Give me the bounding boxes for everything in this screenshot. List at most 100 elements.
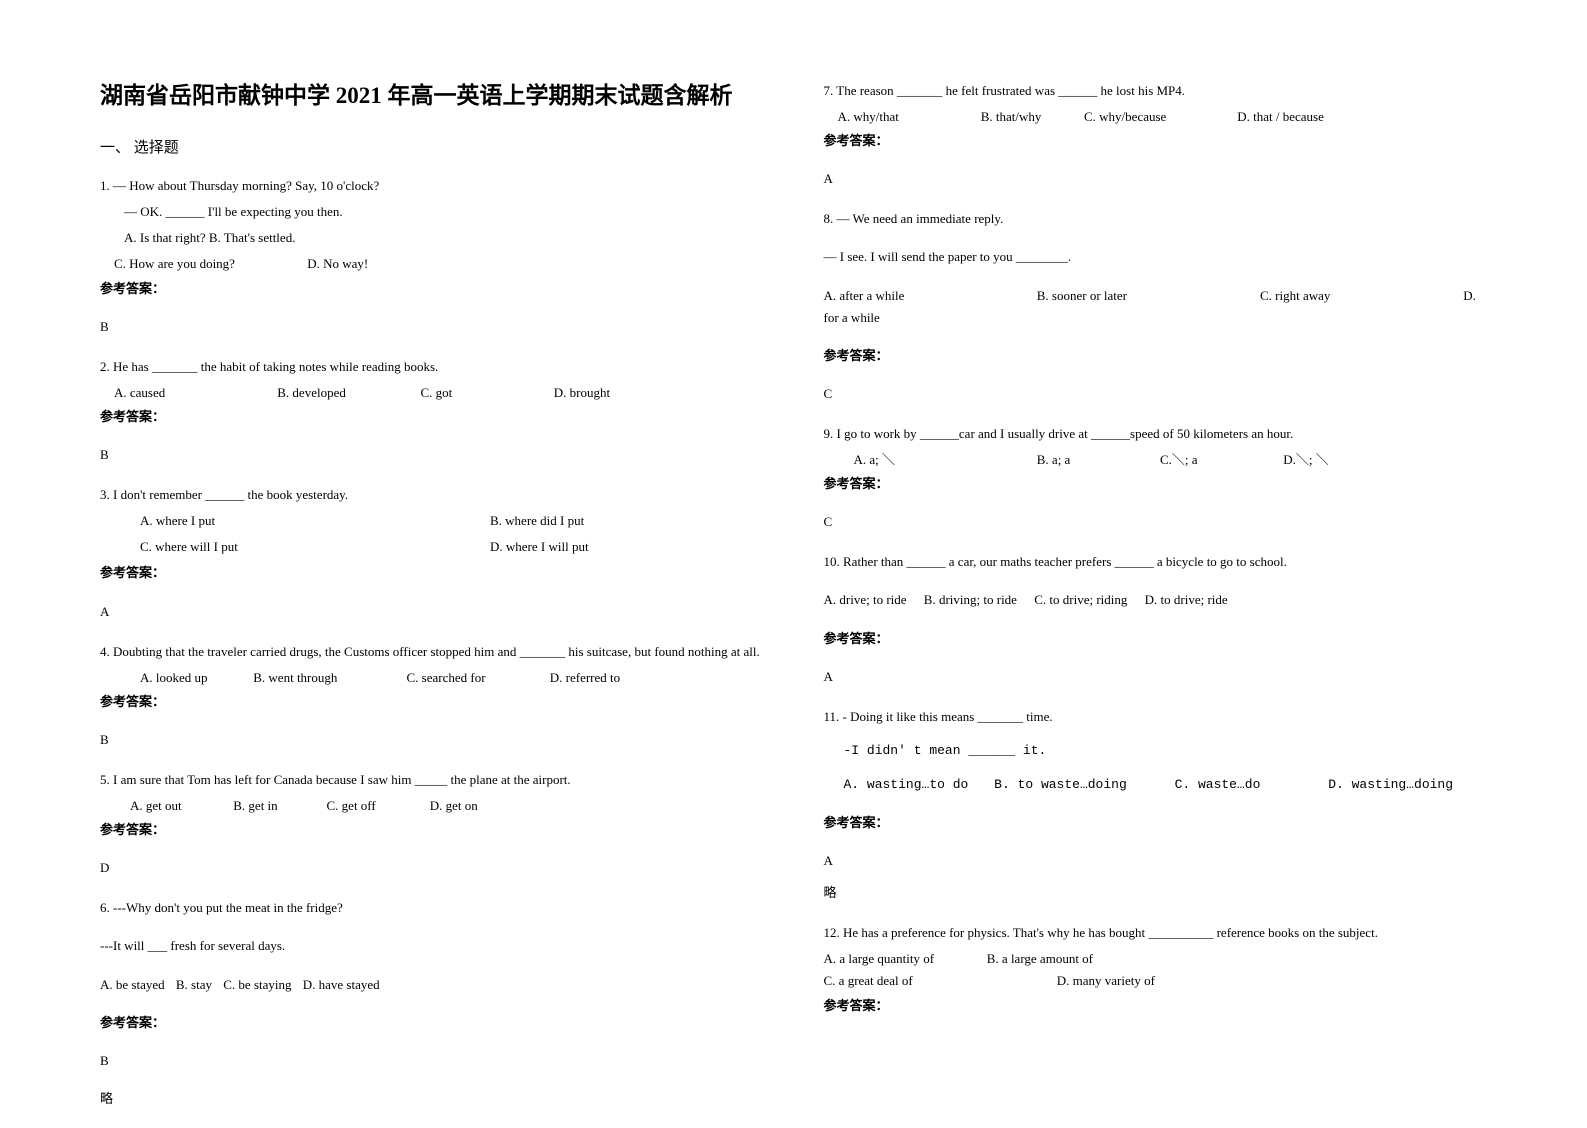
question-4: 4. Doubting that the traveler carried dr… xyxy=(100,641,764,751)
q1-opt-d: D. No way! xyxy=(307,256,368,271)
q3-stem: 3. I don't remember ______ the book yest… xyxy=(100,484,764,506)
q5-answer-label: 参考答案： xyxy=(100,819,764,841)
q3-opt-a: A. where I put xyxy=(140,510,490,532)
q11-opt-c: C. waste…do xyxy=(1175,774,1261,796)
question-12: 12. He has a preference for physics. Tha… xyxy=(824,922,1488,1016)
q2-answer-label: 参考答案： xyxy=(100,406,764,428)
section-heading: 一、 选择题 xyxy=(100,136,764,157)
q3-opt-b: B. where did I put xyxy=(490,510,584,532)
q11-answer-label: 参考答案： xyxy=(824,812,1488,834)
q6-opt-c: C. be staying xyxy=(223,974,291,996)
q10-opt-d: D. to drive; ride xyxy=(1145,592,1228,607)
q10-opt-c: C. to drive; riding xyxy=(1034,589,1127,611)
q8-opt-b: B. sooner or later xyxy=(1037,285,1207,307)
q4-answer-label: 参考答案： xyxy=(100,691,764,713)
question-7: 7. The reason _______ he felt frustrated… xyxy=(824,80,1488,190)
q7-stem: 7. The reason _______ he felt frustrated… xyxy=(824,80,1488,102)
q6-line2: ---It will ___ fresh for several days. xyxy=(100,935,764,957)
q5-stem: 5. I am sure that Tom has left for Canad… xyxy=(100,769,764,791)
q10-stem: 10. Rather than ______ a car, our maths … xyxy=(824,551,1488,573)
q1-answer-label: 参考答案： xyxy=(100,278,764,300)
q12-opt-c: C. a great deal of xyxy=(824,970,1054,992)
q2-answer: B xyxy=(100,444,764,466)
q10-answer-label: 参考答案： xyxy=(824,628,1488,650)
q5-opt-a: A. get out xyxy=(130,795,230,817)
q6-opt-a: A. be stayed xyxy=(100,974,165,996)
q11-options: A. wasting…to do B. to waste…doing C. wa… xyxy=(824,774,1488,796)
q3-answer-label: 参考答案： xyxy=(100,562,764,584)
q11-opt-b: B. to waste…doing xyxy=(994,774,1127,796)
q4-options: A. looked up B. went through C. searched… xyxy=(100,667,764,689)
q7-opt-a: A. why/that xyxy=(838,106,978,128)
q8-line2: — I see. I will send the paper to you __… xyxy=(824,246,1488,268)
question-9: 9. I go to work by ______car and I usual… xyxy=(824,423,1488,533)
q12-stem: 12. He has a preference for physics. Tha… xyxy=(824,922,1488,944)
q10-options: A. drive; to ride B. driving; to ride C.… xyxy=(824,589,1488,611)
q9-opt-b: B. a; a xyxy=(1037,449,1157,471)
q5-opt-c: C. get off xyxy=(327,795,427,817)
q2-opt-b: B. developed xyxy=(277,382,387,404)
q6-options: A. be stayed B. stay C. be staying D. ha… xyxy=(100,974,764,996)
question-5: 5. I am sure that Tom has left for Canad… xyxy=(100,769,764,879)
q8-opt-c: C. right away xyxy=(1260,285,1410,307)
q1-answer: B xyxy=(100,316,764,338)
q10-opt-a: A. drive; to ride xyxy=(824,589,907,611)
q9-answer-label: 参考答案： xyxy=(824,473,1488,495)
q1-stem: 1. — How about Thursday morning? Say, 10… xyxy=(100,175,764,197)
q7-opt-b: B. that/why xyxy=(981,106,1081,128)
q3-opt-d: D. where I will put xyxy=(490,536,589,558)
q3-row2: C. where will I put D. where I will put xyxy=(100,536,764,558)
q2-stem: 2. He has _______ the habit of taking no… xyxy=(100,356,764,378)
q9-opt-a: A. a; ＼ xyxy=(854,449,1034,471)
q6-answer-label: 参考答案： xyxy=(100,1012,764,1034)
q2-opt-d: D. brought xyxy=(554,382,610,404)
q4-opt-a: A. looked up xyxy=(140,667,250,689)
q7-answer-label: 参考答案： xyxy=(824,130,1488,152)
q10-opt-b: B. driving; to ride xyxy=(924,589,1017,611)
right-column: 7. The reason _______ he felt frustrated… xyxy=(824,80,1488,1128)
q12-opt-d: D. many variety of xyxy=(1057,973,1155,988)
q7-opt-c: C. why/because xyxy=(1084,106,1234,128)
q2-options: A. caused B. developed C. got D. brought xyxy=(100,382,764,404)
q4-stem: 4. Doubting that the traveler carried dr… xyxy=(100,641,764,663)
q9-opt-c: C.＼; a xyxy=(1160,449,1280,471)
question-3: 3. I don't remember ______ the book yest… xyxy=(100,484,764,622)
q3-row1: A. where I put B. where did I put xyxy=(100,510,764,532)
q7-options: A. why/that B. that/why C. why/because D… xyxy=(824,106,1488,128)
q3-opt-c: C. where will I put xyxy=(140,536,490,558)
document-title: 湖南省岳阳市献钟中学 2021 年高一英语上学期期末试题含解析 xyxy=(100,80,764,112)
q1-options-row1: A. Is that right? B. That's settled. xyxy=(100,227,764,249)
q5-answer: D xyxy=(100,857,764,879)
question-8: 8. — We need an immediate reply. — I see… xyxy=(824,208,1488,405)
q11-opt-d: D. wasting…doing xyxy=(1328,777,1453,792)
question-1: 1. — How about Thursday morning? Say, 10… xyxy=(100,175,764,338)
q5-opt-d: D. get on xyxy=(430,798,478,813)
q1-opt-b: B. That's settled. xyxy=(209,230,296,245)
q11-line2: -I didn' t mean ______ it. xyxy=(824,740,1488,762)
q4-opt-b: B. went through xyxy=(253,667,403,689)
question-10: 10. Rather than ______ a car, our maths … xyxy=(824,551,1488,687)
q5-options: A. get out B. get in C. get off D. get o… xyxy=(100,795,764,817)
q4-answer: B xyxy=(100,729,764,751)
q6-answer: B xyxy=(100,1050,764,1072)
question-11: 11. - Doing it like this means _______ t… xyxy=(824,706,1488,905)
q9-answer: C xyxy=(824,511,1488,533)
q12-opt-b: B. a large amount of xyxy=(987,951,1093,966)
q11-omitted: 略 xyxy=(824,882,1488,904)
q2-opt-c: C. got xyxy=(421,382,521,404)
q6-opt-d: D. have stayed xyxy=(303,977,380,992)
q12-row2: C. a great deal of D. many variety of xyxy=(824,970,1488,992)
q8-stem: 8. — We need an immediate reply. xyxy=(824,208,1488,230)
question-2: 2. He has _______ the habit of taking no… xyxy=(100,356,764,466)
q1-opt-c: C. How are you doing? xyxy=(114,253,304,275)
document-columns: 湖南省岳阳市献钟中学 2021 年高一英语上学期期末试题含解析 一、 选择题 1… xyxy=(100,80,1487,1128)
q9-stem: 9. I go to work by ______car and I usual… xyxy=(824,423,1488,445)
q5-opt-b: B. get in xyxy=(233,795,323,817)
q6-stem: 6. ---Why don't you put the meat in the … xyxy=(100,897,764,919)
q8-opt-a: A. after a while xyxy=(824,285,984,307)
q8-answer-label: 参考答案： xyxy=(824,345,1488,367)
q6-omitted: 略 xyxy=(100,1088,764,1110)
q2-opt-a: A. caused xyxy=(114,382,244,404)
q12-row1: A. a large quantity of B. a large amount… xyxy=(824,948,1488,970)
q11-answer: A xyxy=(824,850,1488,872)
